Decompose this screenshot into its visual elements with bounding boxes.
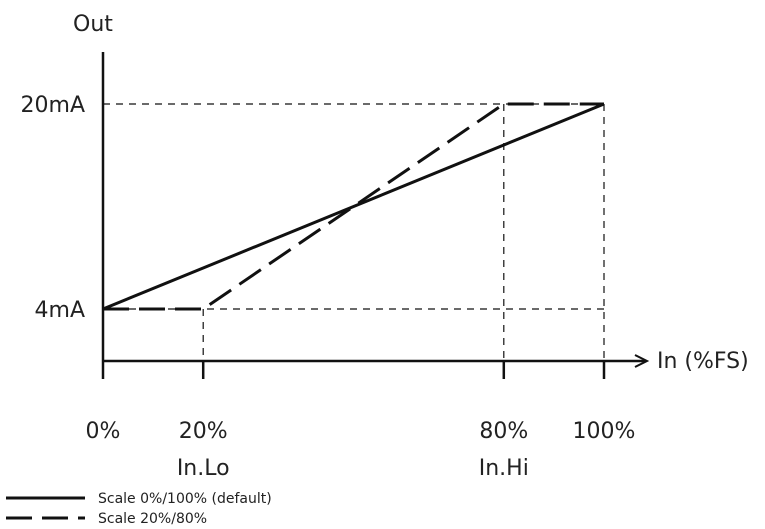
series-line-dashed xyxy=(103,102,604,311)
x-tick-label-1: 20% xyxy=(179,419,228,444)
ticks: 0% 20% In.Lo 80% In.Hi 100% 4mA 20mA xyxy=(21,93,636,481)
labels: Out In (%FS) xyxy=(73,12,749,374)
x-tick-sublabel-2: In.Hi xyxy=(479,456,529,481)
y-tick-label-1: 20mA xyxy=(21,93,85,118)
x-axis-label: In (%FS) xyxy=(657,349,749,374)
guide-lines xyxy=(103,103,605,361)
axes xyxy=(101,52,650,368)
x-axis-arrow xyxy=(634,354,650,368)
legend: Scale 0%/100% (default) Scale 20%/80% xyxy=(6,491,272,527)
x-tick-label-2: 80% xyxy=(479,419,528,444)
y-axis-label: Out xyxy=(73,12,113,37)
x-tick-label-3: 100% xyxy=(573,419,636,444)
y-tick-label-0: 4mA xyxy=(35,298,85,323)
x-tick-label-0: 0% xyxy=(86,419,121,444)
series-layer xyxy=(102,102,605,311)
legend-dashed-label: Scale 20%/80% xyxy=(98,511,207,527)
series-line-solid xyxy=(102,102,605,311)
legend-solid-label: Scale 0%/100% (default) xyxy=(98,491,272,507)
x-tick-sublabel-1: In.Lo xyxy=(177,456,230,481)
